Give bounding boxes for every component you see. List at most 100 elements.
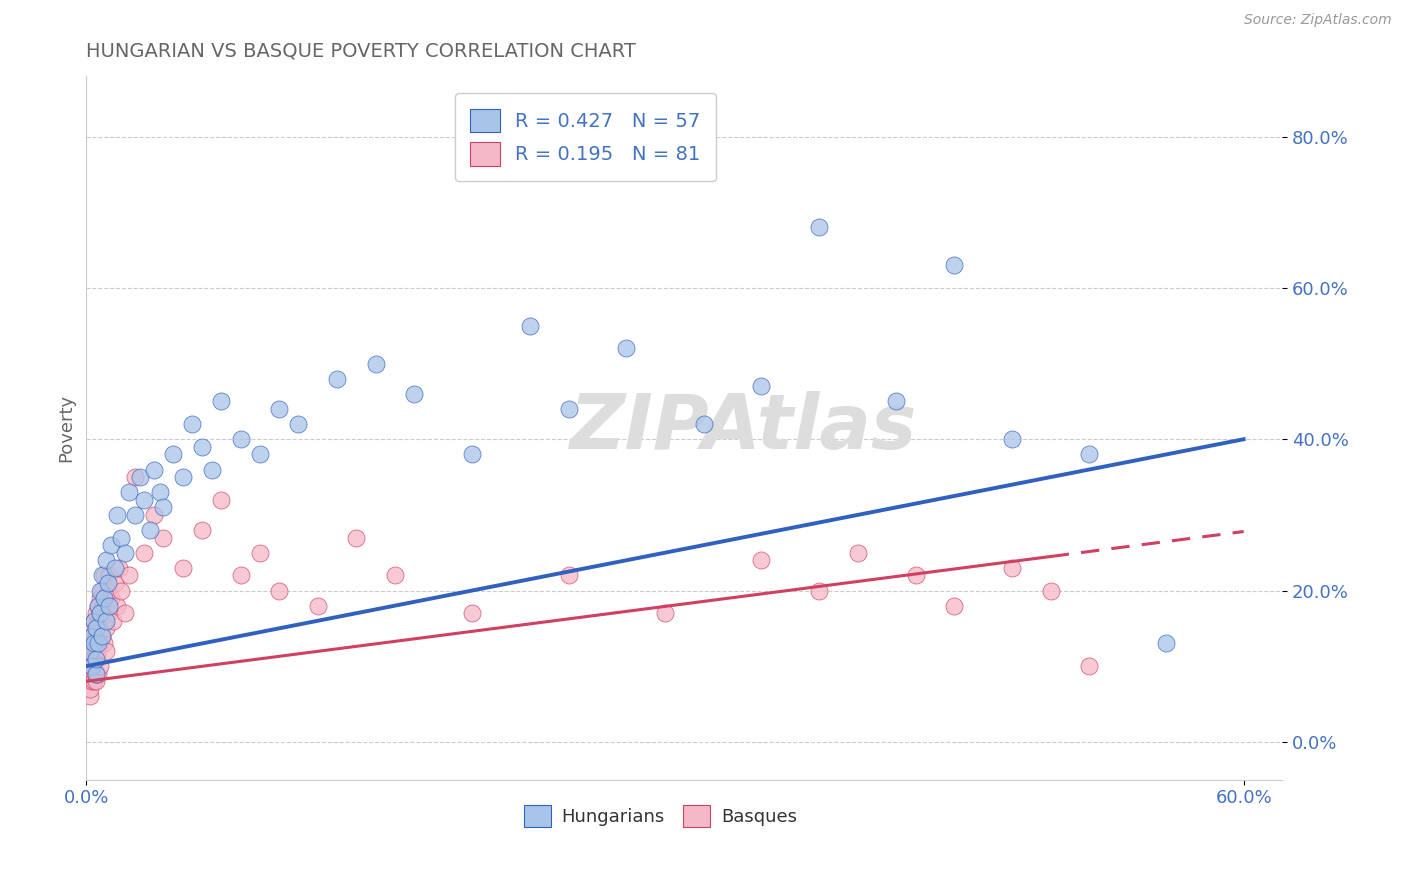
Point — [80, 659, 103, 673]
Text: Source: ZipAtlas.com: Source: ZipAtlas.com — [1244, 13, 1392, 28]
Point — [557, 568, 579, 582]
Point — [83, 636, 105, 650]
Point — [105, 508, 128, 522]
Point — [326, 372, 349, 386]
Point — [846, 546, 869, 560]
Point — [152, 500, 174, 515]
Point — [77, 674, 100, 689]
Point — [89, 606, 111, 620]
Point — [108, 561, 131, 575]
Point — [79, 690, 101, 704]
Point — [94, 553, 117, 567]
Point — [181, 417, 204, 431]
Point — [307, 599, 329, 613]
Point — [89, 629, 111, 643]
Point — [87, 599, 110, 613]
Point — [98, 599, 121, 613]
Point — [1078, 659, 1101, 673]
Point — [287, 417, 309, 431]
Point — [114, 546, 136, 560]
Point — [118, 568, 141, 582]
Point — [172, 470, 194, 484]
Point — [808, 220, 831, 235]
Point — [94, 614, 117, 628]
Point — [249, 447, 271, 461]
Point — [943, 258, 966, 272]
Point — [904, 568, 927, 582]
Point — [84, 621, 107, 635]
Point — [90, 606, 112, 620]
Point — [100, 591, 122, 606]
Point — [94, 644, 117, 658]
Point — [83, 651, 105, 665]
Point — [201, 462, 224, 476]
Point — [103, 614, 125, 628]
Point — [87, 599, 110, 613]
Point — [134, 492, 156, 507]
Point — [83, 614, 105, 628]
Point — [129, 470, 152, 484]
Point — [344, 531, 367, 545]
Point — [87, 666, 110, 681]
Point — [90, 629, 112, 643]
Point — [87, 636, 110, 650]
Point — [79, 644, 101, 658]
Point — [94, 599, 117, 613]
Point — [461, 606, 484, 620]
Point — [93, 591, 115, 606]
Point — [886, 394, 908, 409]
Point — [1156, 636, 1178, 650]
Point — [93, 636, 115, 650]
Point — [80, 629, 103, 643]
Point — [249, 546, 271, 560]
Point — [142, 508, 165, 522]
Point — [751, 379, 773, 393]
Point — [80, 659, 103, 673]
Point — [87, 614, 110, 628]
Point — [110, 531, 132, 545]
Point — [808, 583, 831, 598]
Point — [84, 629, 107, 643]
Point — [96, 576, 118, 591]
Point — [364, 357, 387, 371]
Point — [557, 402, 579, 417]
Text: HUNGARIAN VS BASQUE POVERTY CORRELATION CHART: HUNGARIAN VS BASQUE POVERTY CORRELATION … — [86, 42, 636, 61]
Point — [83, 636, 105, 650]
Point — [461, 447, 484, 461]
Point — [89, 659, 111, 673]
Point — [1078, 447, 1101, 461]
Point — [110, 583, 132, 598]
Point — [83, 644, 105, 658]
Point — [209, 492, 232, 507]
Point — [104, 561, 127, 575]
Point — [1001, 561, 1024, 575]
Point — [134, 546, 156, 560]
Point — [84, 651, 107, 665]
Point — [692, 417, 714, 431]
Point — [1001, 432, 1024, 446]
Point — [93, 591, 115, 606]
Point — [118, 485, 141, 500]
Point — [124, 470, 146, 484]
Point — [104, 576, 127, 591]
Point — [89, 583, 111, 598]
Point — [519, 318, 541, 333]
Point — [87, 644, 110, 658]
Point — [209, 394, 232, 409]
Point — [162, 447, 184, 461]
Point — [114, 606, 136, 620]
Point — [93, 568, 115, 582]
Point — [84, 666, 107, 681]
Point — [654, 606, 676, 620]
Point — [83, 666, 105, 681]
Point — [83, 629, 105, 643]
Point — [269, 402, 291, 417]
Point — [80, 636, 103, 650]
Point — [105, 599, 128, 613]
Point — [191, 523, 214, 537]
Point — [79, 681, 101, 696]
Point — [84, 674, 107, 689]
Point — [616, 342, 638, 356]
Point — [1039, 583, 1062, 598]
Point — [96, 606, 118, 620]
